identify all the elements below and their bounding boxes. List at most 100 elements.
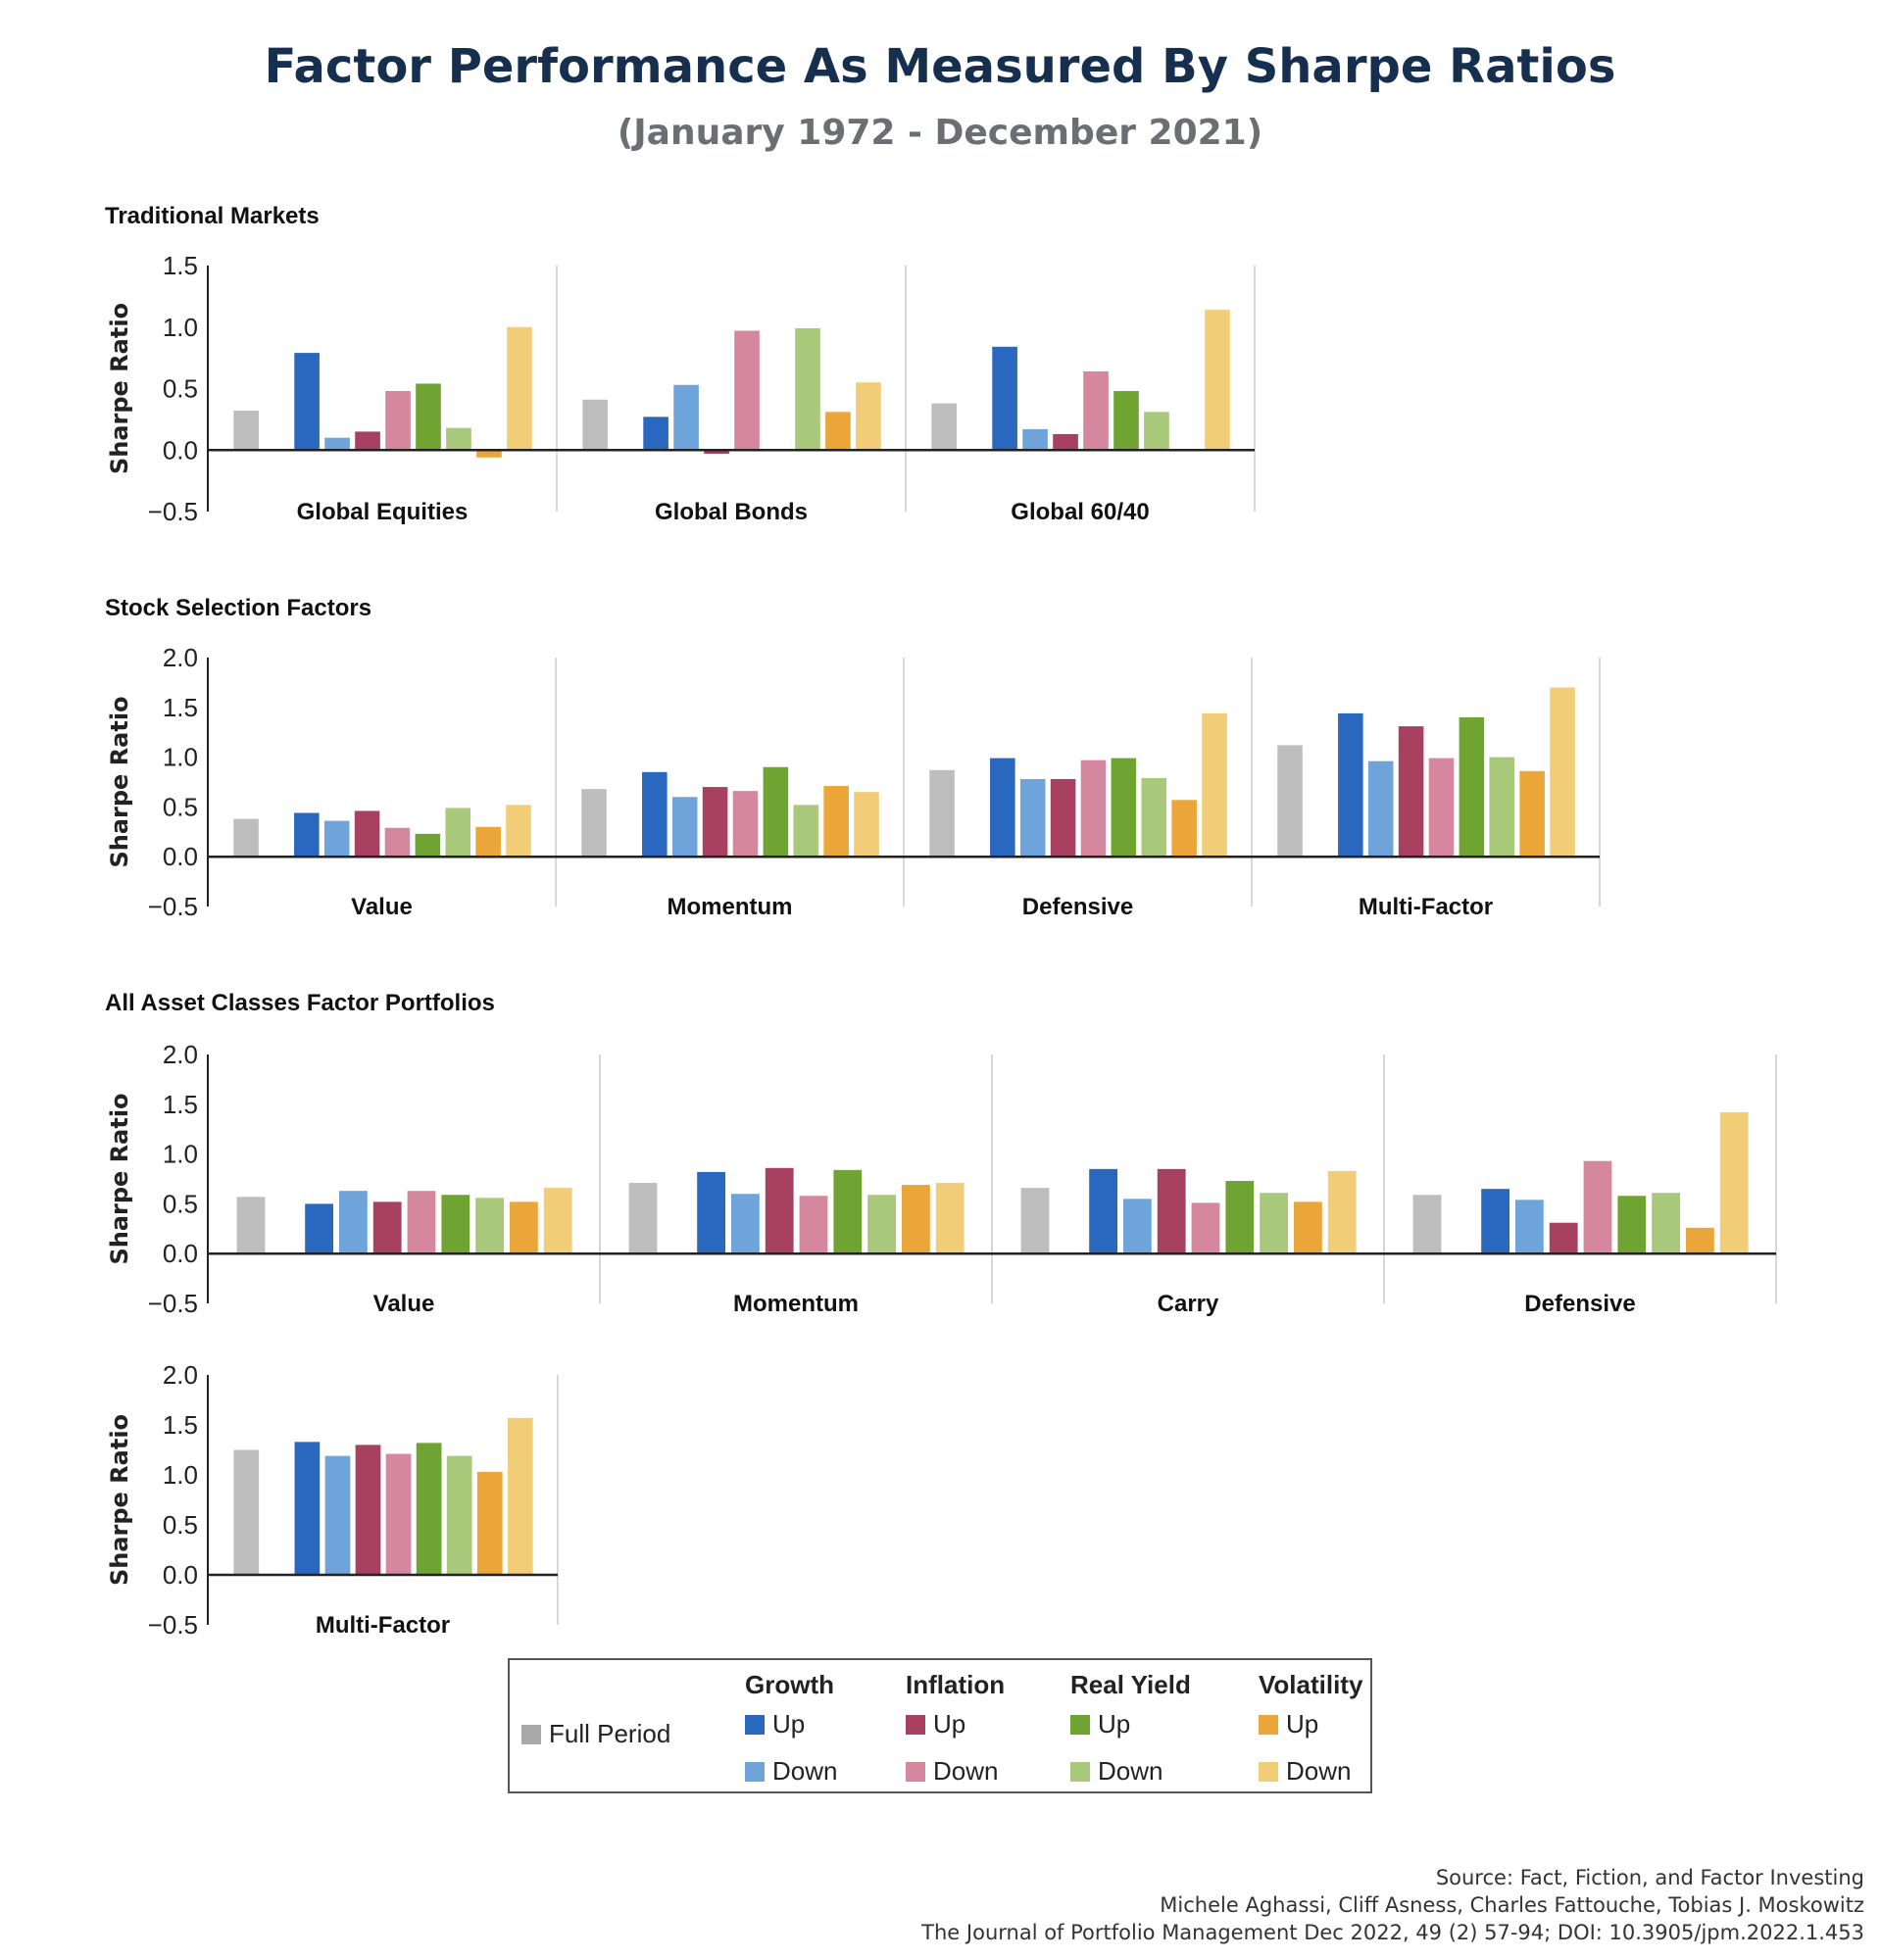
bar-full xyxy=(233,1449,260,1575)
bar-growth-down xyxy=(1022,428,1048,451)
y-tick-label: 1.0 xyxy=(163,743,198,772)
legend-group-growth: Growth xyxy=(745,1670,834,1699)
source-authors: Michele Aghassi, Cliff Asness, Charles F… xyxy=(1160,1893,1864,1917)
y-tick-label: 0.0 xyxy=(163,1560,198,1590)
y-tick-label: −0.5 xyxy=(148,497,198,526)
panel-title: Stock Selection Factors xyxy=(105,595,371,621)
legend-swatch xyxy=(1259,1761,1278,1782)
bar-volatility-down xyxy=(1205,310,1230,451)
bar-inflation-down xyxy=(1083,370,1109,451)
bar-real-yield-up xyxy=(763,766,789,858)
legend-group-inflation: Inflation xyxy=(906,1670,1006,1699)
bar-volatility-down xyxy=(1719,1111,1749,1254)
bar-real-yield-up xyxy=(441,1195,470,1254)
bar-inflation-up xyxy=(354,810,380,858)
bar-real-yield-down xyxy=(1144,412,1169,451)
bar-volatility-up xyxy=(902,1185,930,1254)
category-label: Momentum xyxy=(668,894,793,920)
bar-full xyxy=(1020,1188,1050,1254)
bar-volatility-up xyxy=(476,1471,503,1575)
y-tick-label: 1.5 xyxy=(163,251,198,280)
bar-growth-up xyxy=(642,771,668,858)
bar-growth-up xyxy=(294,1442,321,1575)
bar-inflation-down xyxy=(385,1453,412,1575)
bar-real-yield-up xyxy=(416,383,441,451)
bar-inflation-down xyxy=(732,791,759,858)
bar-volatility-down xyxy=(854,792,879,858)
legend-growth-down: Down xyxy=(745,1756,837,1787)
category-label: Multi-Factor xyxy=(1359,894,1493,920)
legend-label: Full Period xyxy=(549,1719,671,1748)
bar-real-yield-up xyxy=(1617,1196,1647,1254)
y-tick-label: 1.5 xyxy=(163,1090,198,1119)
bar-real-yield-down xyxy=(445,808,471,858)
bar-inflation-down xyxy=(1080,760,1107,858)
bar-real-yield-down xyxy=(795,328,820,451)
bar-real-yield-up xyxy=(416,1443,442,1575)
bar-inflation-up xyxy=(702,787,728,858)
bar-volatility-down xyxy=(1202,712,1227,858)
legend-inflation-up: Up xyxy=(906,1709,965,1740)
bar-full xyxy=(236,1197,266,1254)
legend-swatch xyxy=(1259,1714,1278,1735)
bar-full xyxy=(233,411,259,451)
category-label: Global Equities xyxy=(297,499,469,525)
bar-inflation-down xyxy=(1191,1202,1220,1254)
legend-group-volatility: Volatility xyxy=(1259,1670,1363,1699)
category-label: Defensive xyxy=(1022,894,1133,920)
category-label: Value xyxy=(351,894,413,920)
legend-swatch xyxy=(906,1761,925,1782)
category-label: Carry xyxy=(1158,1291,1219,1317)
legend-label: Down xyxy=(933,1756,999,1786)
bar-inflation-down xyxy=(1428,758,1455,858)
category-label: Defensive xyxy=(1524,1291,1635,1317)
bar-volatility-up xyxy=(510,1201,538,1254)
legend-full-period: Full Period xyxy=(521,1719,670,1749)
bar-real-yield-up xyxy=(1113,391,1139,451)
bar-inflation-up xyxy=(1050,778,1076,858)
chart-title: Factor Performance As Measured By Sharpe… xyxy=(264,39,1616,94)
bar-volatility-up xyxy=(1519,770,1545,858)
legend-swatch-full xyxy=(521,1724,541,1744)
bar-growth-up xyxy=(990,758,1015,858)
bar-inflation-down xyxy=(799,1196,828,1254)
y-tick-label: −0.5 xyxy=(148,1289,198,1318)
bar-growth-down xyxy=(1019,778,1046,858)
bar-growth-down xyxy=(324,437,350,451)
bar-full xyxy=(582,399,608,451)
bar-full xyxy=(628,1183,658,1254)
bar-volatility-down xyxy=(1550,687,1575,858)
bar-growth-up xyxy=(992,346,1017,451)
bar-growth-down xyxy=(339,1191,368,1254)
bar-inflation-up xyxy=(765,1167,794,1254)
legend: Full Period Growth Inflation Real Yield … xyxy=(508,1658,1372,1793)
chart-area: Traditional Markets 1.5 1.0 0.5 0.0 −0.5 Sharp… xyxy=(105,203,1777,1640)
bar-inflation-down xyxy=(1583,1160,1612,1254)
legend-label: Down xyxy=(1286,1756,1352,1786)
source-journal: The Journal of Portfolio Management Dec … xyxy=(921,1921,1864,1944)
bar-inflation-up xyxy=(1053,433,1078,451)
legend-label: Up xyxy=(1098,1709,1131,1739)
legend-swatch xyxy=(1070,1714,1090,1735)
bar-real-yield-down xyxy=(867,1195,896,1254)
bar-inflation-down xyxy=(384,827,411,858)
panel-title: Traditional Markets xyxy=(105,203,320,229)
bar-inflation-down xyxy=(407,1191,436,1254)
bar-inflation-up xyxy=(355,431,380,451)
bar-growth-down xyxy=(673,384,699,451)
bar-growth-down xyxy=(671,797,698,858)
category-label: Momentum xyxy=(733,1291,859,1317)
bar-inflation-down xyxy=(385,391,411,451)
bar-full xyxy=(931,403,957,451)
chart-subtitle: (January 1972 - December 2021) xyxy=(617,113,1263,153)
y-tick-label: 0.5 xyxy=(163,374,198,404)
bar-growth-down xyxy=(1367,760,1394,858)
legend-label: Up xyxy=(933,1709,966,1739)
bar-growth-down xyxy=(1123,1199,1152,1254)
bar-real-yield-up xyxy=(1111,758,1137,858)
bar-growth-up xyxy=(1089,1168,1117,1254)
legend-label: Up xyxy=(1286,1709,1319,1739)
y-tick-label: 0.5 xyxy=(163,1510,198,1540)
bar-real-yield-down xyxy=(446,427,471,451)
category-label: Multi-Factor xyxy=(316,1612,450,1639)
